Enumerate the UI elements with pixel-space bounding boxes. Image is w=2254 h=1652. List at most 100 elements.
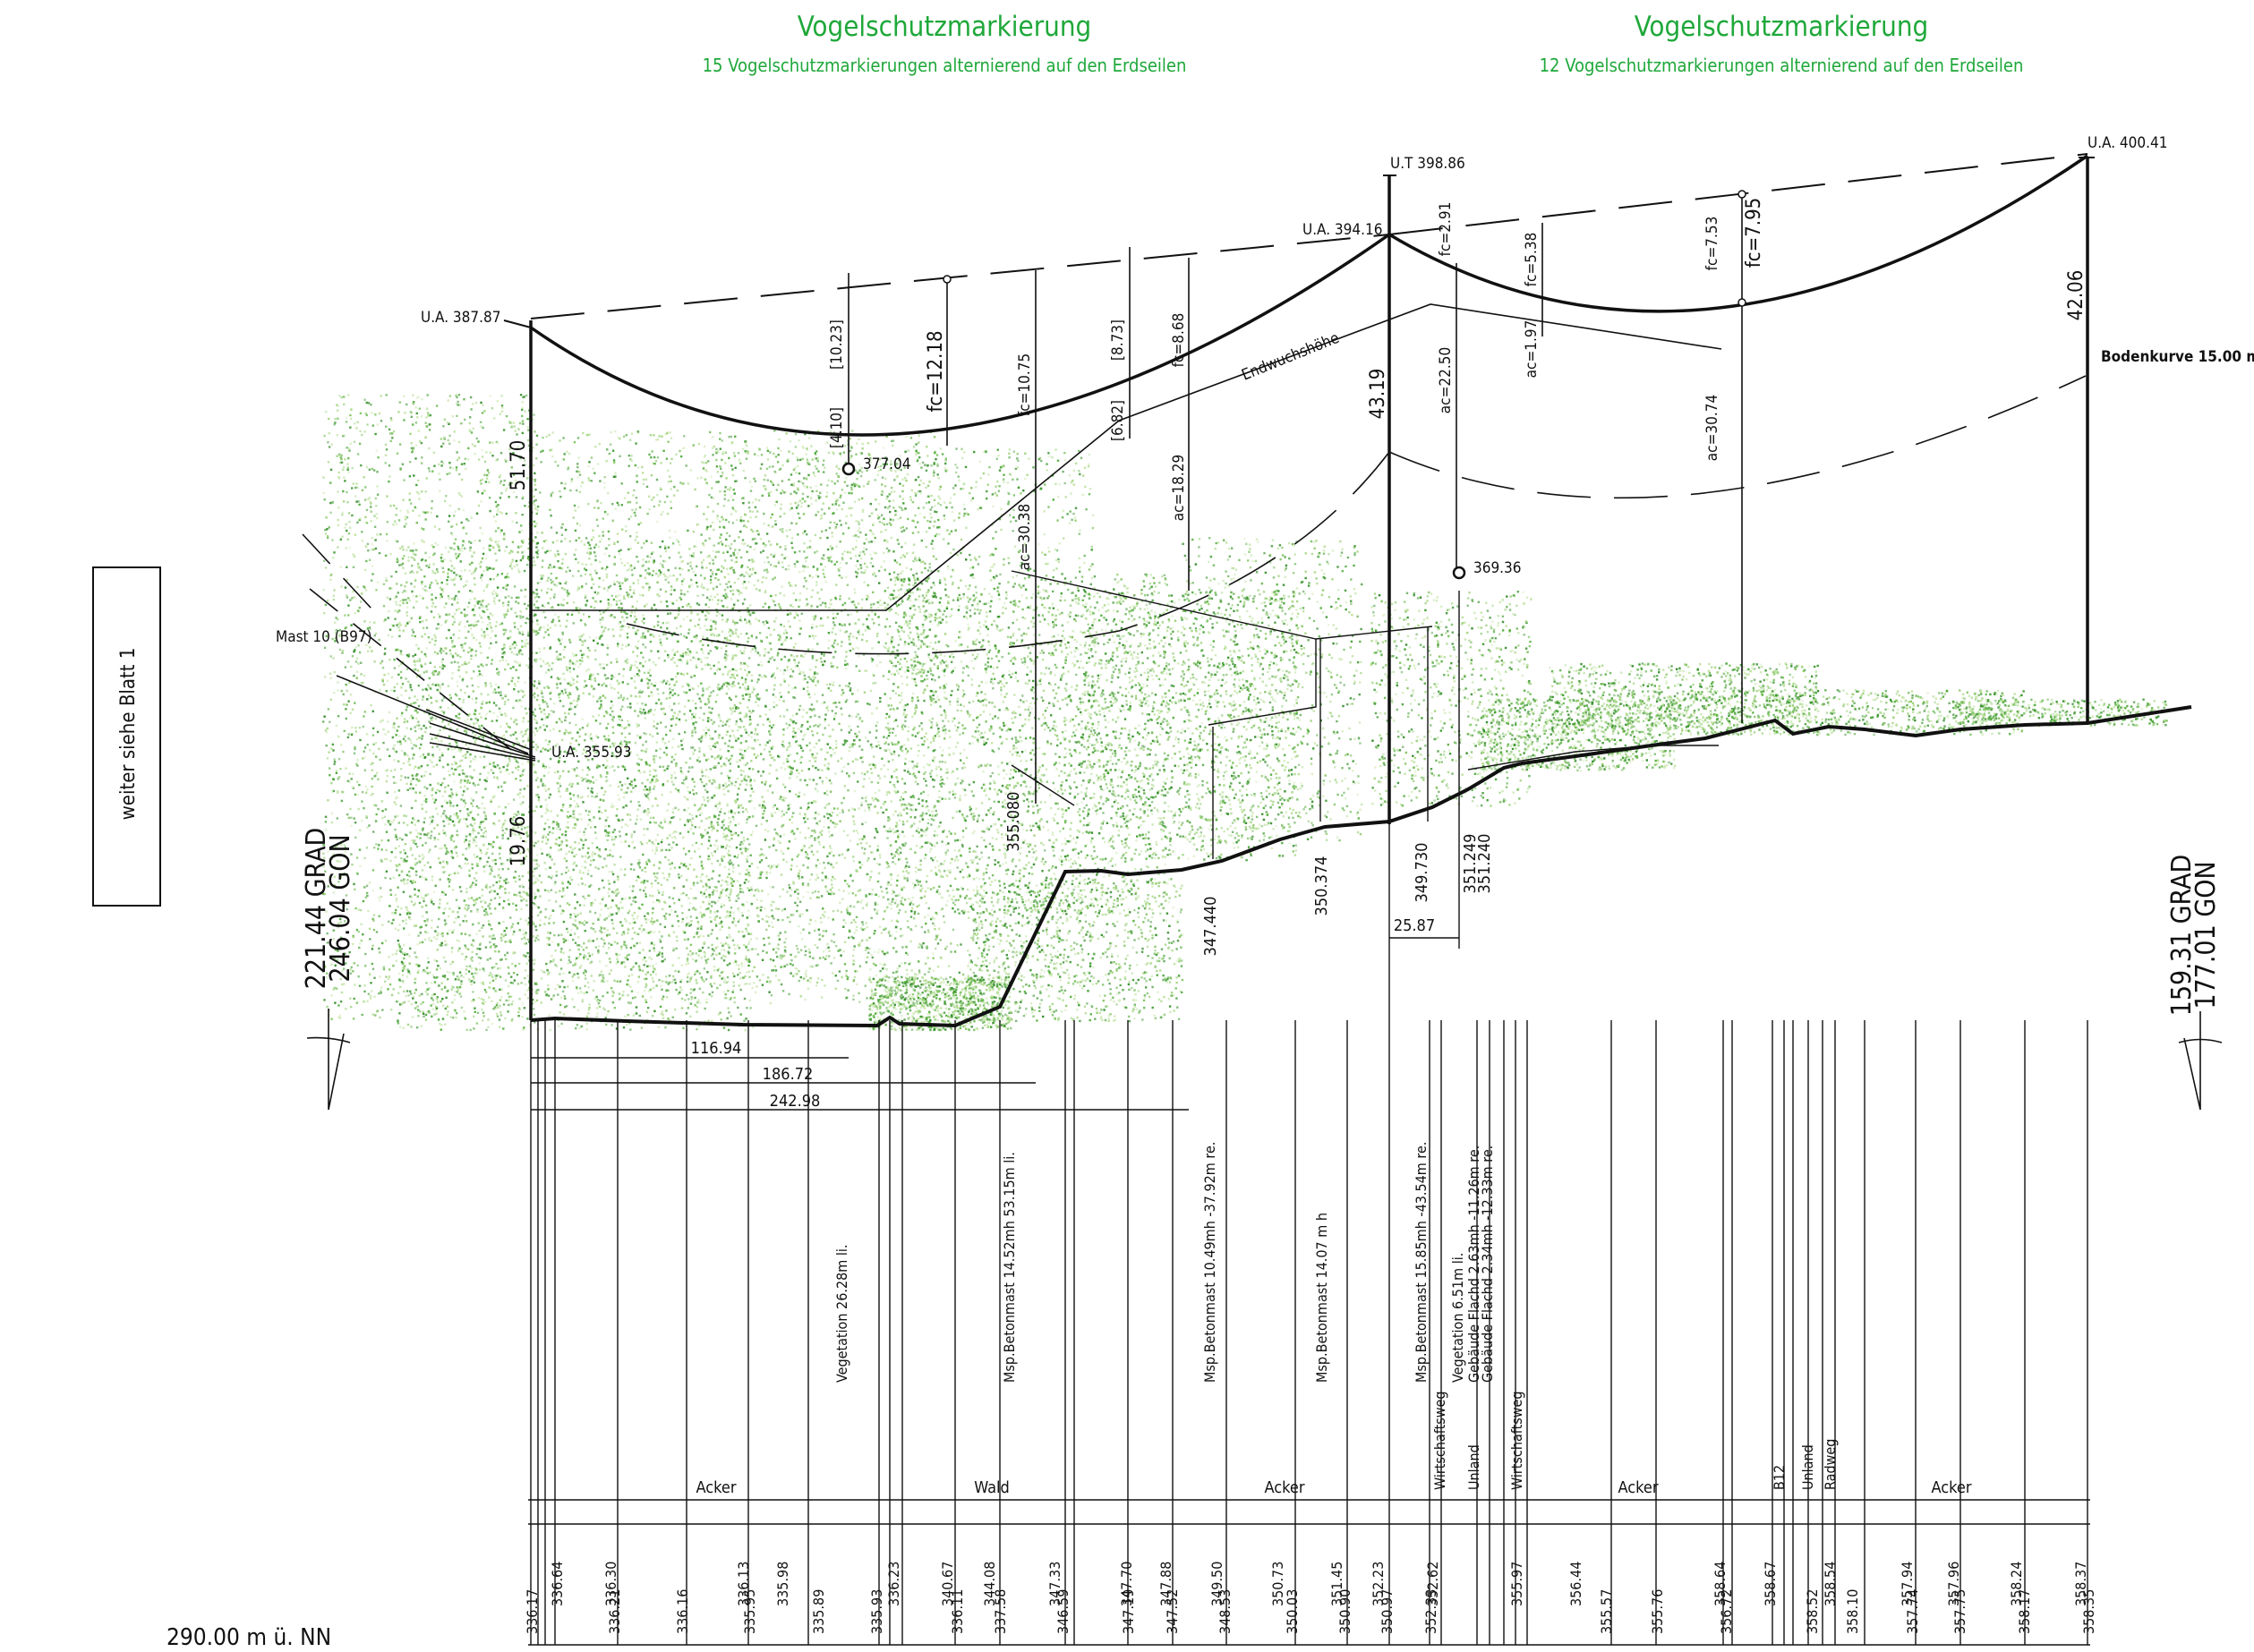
ground-value-2: 336.17 xyxy=(524,1589,541,1634)
side-note: weiter siehe Blatt 1 xyxy=(117,648,140,821)
ground-value-1: 356.44 xyxy=(1567,1562,1584,1606)
object-annotation: Msp.Betonmast 10.49mh -37.92m re. xyxy=(1201,1142,1218,1383)
sag-point-icon xyxy=(943,276,951,283)
left-angle-arrow-icon xyxy=(307,1009,350,1110)
ground-value-2: 337.58 xyxy=(992,1589,1009,1634)
object-annotation: Vegetation 6.51m li. xyxy=(1449,1253,1466,1383)
object-annotation: Unland xyxy=(1465,1444,1482,1490)
dim-24298: 242.98 xyxy=(770,1092,821,1111)
ground-value-2: 336.21 xyxy=(606,1589,623,1634)
fc-1075: fc=10.75 xyxy=(1016,353,1034,416)
marking-title-2: Vogelschutzmarkierung xyxy=(1635,11,1928,43)
ac-3038: ac=30.38 xyxy=(1016,504,1034,570)
ua-low-label: U.A. 355.93 xyxy=(551,744,631,762)
bodenkurve-label: Bodenkurve 15.00 m ( xyxy=(2101,348,2254,366)
ground-value-2: 355.57 xyxy=(1598,1589,1615,1634)
ground-value-1: 358.54 xyxy=(1822,1562,1839,1606)
mast1-height-low: 19.76 xyxy=(508,816,530,867)
ground-value-2: 335.89 xyxy=(810,1589,827,1634)
height-349730: 349.730 xyxy=(1413,843,1431,903)
endwuchs-label: Endwuchshöhe xyxy=(1239,329,1342,385)
ground-value-2: 336.11 xyxy=(949,1589,966,1634)
ground-value-2: 347.52 xyxy=(1164,1589,1181,1634)
vegetation-point-cloud xyxy=(322,394,2168,1031)
object-annotation: Radweg xyxy=(1822,1439,1839,1490)
right-angle-arrow-icon xyxy=(2179,1011,2222,1110)
ground-value-2: 356.72 xyxy=(1718,1589,1735,1634)
mast10-label: Mast 10 (B97) xyxy=(276,628,372,646)
mast1-height-top: 51.70 xyxy=(508,440,530,491)
fc-538: fc=5.38 xyxy=(1523,233,1541,287)
ground-value-2: 335.93 xyxy=(868,1589,885,1634)
station-lines xyxy=(531,1020,2088,1645)
landuse-label: Wald xyxy=(974,1478,1010,1497)
ground-value-2: 358.35 xyxy=(2080,1589,2097,1634)
fc-795: fc=7.95 xyxy=(1743,198,1765,268)
object-annotation: Vegetation 26.28m li. xyxy=(833,1245,850,1383)
ground-profile xyxy=(531,707,2191,1026)
landuse-label: Acker xyxy=(1931,1478,1971,1497)
fc-291: fc=2.91 xyxy=(1437,202,1455,257)
height-347440: 347.440 xyxy=(1201,897,1220,957)
fc-753: fc=7.53 xyxy=(1703,217,1721,271)
ut-label: U.T 398.86 xyxy=(1390,155,1465,173)
left-angle-gon: 246.04 GON xyxy=(325,834,356,982)
object-annotation: B12 xyxy=(1771,1465,1788,1490)
ground-value-2: 358.52 xyxy=(1804,1589,1821,1634)
marking-subtitle-2: 12 Vogelschutzmarkierungen alternierend … xyxy=(1540,55,2024,76)
ground-value-2: 358.10 xyxy=(1844,1589,1861,1634)
ground-value-1: 358.67 xyxy=(1762,1562,1779,1606)
point-369-icon xyxy=(1454,567,1464,578)
ground-value-1: 335.98 xyxy=(774,1562,791,1606)
height-351240: 351.240 xyxy=(1475,834,1494,894)
landuse-label: Acker xyxy=(1264,1478,1304,1497)
point-377: 377.04 xyxy=(863,456,911,473)
bracket-410: [4.10] xyxy=(828,407,846,448)
fc-868: fc=8.68 xyxy=(1170,313,1188,368)
ground-value-2: 355.76 xyxy=(1649,1589,1666,1634)
right-angle-gon: 177.01 GON xyxy=(2190,861,2222,1009)
height-350374: 350.374 xyxy=(1312,856,1331,916)
ground-value-2: 350.03 xyxy=(1284,1589,1301,1634)
ua3-label: U.A. 400.41 xyxy=(2088,134,2167,152)
ground-value-2: 357.74 xyxy=(1904,1589,1921,1634)
dim-18672: 186.72 xyxy=(763,1065,814,1084)
mast2-height: 43.19 xyxy=(1367,369,1389,420)
object-annotations: Vegetation 26.28m li. Msp.Betonmast 14.52… xyxy=(833,1142,1839,1490)
height-355080: 355.080 xyxy=(1004,792,1023,852)
mast3-height: 42.06 xyxy=(2065,270,2088,321)
ground-value-2: 358.17 xyxy=(2016,1589,2033,1634)
bracket-682: [6.82] xyxy=(1109,400,1127,441)
landuse-label: Acker xyxy=(1618,1478,1658,1497)
masts xyxy=(504,158,2095,1020)
ground-value-2: 357.75 xyxy=(1951,1589,1968,1634)
datum-label: 290.00 m ü. NN xyxy=(166,1624,331,1648)
ground-value-2: 348.53 xyxy=(1217,1589,1234,1634)
object-annotation: Msp.Betonmast 14.52mh 53.15m li. xyxy=(1001,1152,1018,1383)
marking-title-1: Vogelschutzmarkierung xyxy=(798,11,1091,43)
marking-subtitle-1: 15 Vogelschutzmarkierungen alternierend … xyxy=(703,55,1187,76)
bracket-873: [8.73] xyxy=(1109,319,1127,361)
landuse-label: Acker xyxy=(696,1478,736,1497)
object-annotation: Msp.Betonmast 15.85mh -43.54m re. xyxy=(1413,1142,1430,1383)
ua1-label: U.A. 387.87 xyxy=(421,309,500,327)
ground-value-2: 350.90 xyxy=(1336,1589,1353,1634)
sag-point-icon xyxy=(1738,191,1746,198)
object-annotation: Gebäude Flachd 2.34mh -12.33m re. xyxy=(1479,1145,1496,1383)
ground-value-1: 336.23 xyxy=(885,1562,902,1606)
ground-value-1: 355.97 xyxy=(1508,1562,1525,1606)
sag-point-icon xyxy=(1738,299,1746,306)
ac-3074: ac=30.74 xyxy=(1703,395,1721,461)
dim-11694: 116.94 xyxy=(691,1039,742,1058)
ground-value-2: 335.95 xyxy=(741,1589,758,1634)
ac-197: ac=1.97 xyxy=(1523,320,1541,379)
ground-value-2: 346.59 xyxy=(1054,1589,1072,1634)
ground-value-2: 352.33 xyxy=(1422,1589,1439,1634)
ground-value-2: 350.97 xyxy=(1379,1589,1396,1634)
object-annotation: Msp.Betonmast 14.07 m h xyxy=(1313,1213,1330,1383)
point-369: 369.36 xyxy=(1473,559,1522,577)
fc-1218: fc=12.18 xyxy=(925,330,947,412)
